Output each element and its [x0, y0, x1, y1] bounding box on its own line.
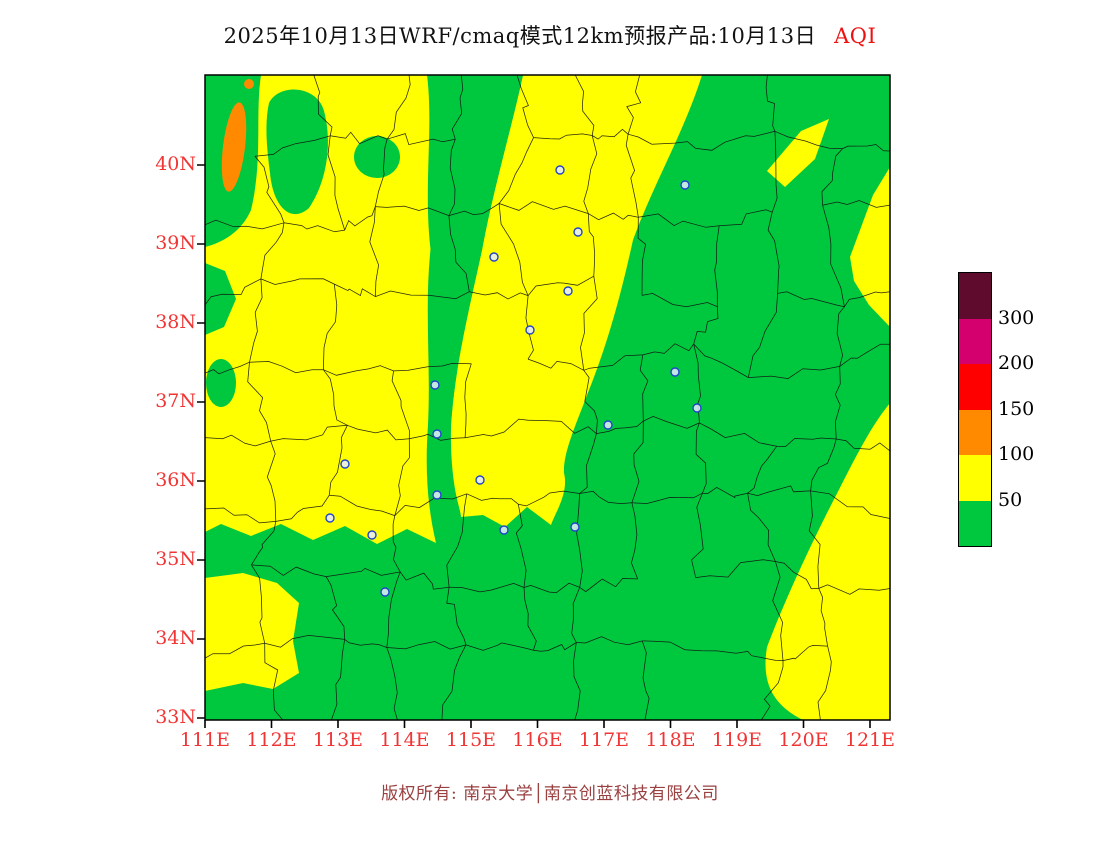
lon-label: 118E [645, 729, 695, 751]
city-marker [555, 165, 565, 175]
legend-tick-label: 50 [998, 489, 1023, 511]
map-canvas: 40N 39N 38N 37N 36N 35N 34N 33N 111E 112… [155, 74, 895, 751]
legend-band-aqi-under-50 [959, 500, 991, 546]
aqi-color-legend [958, 272, 992, 547]
lon-label: 119E [712, 729, 762, 751]
legend-band-aqi-100-150 [959, 409, 991, 455]
lon-label: 120E [778, 729, 828, 751]
city-marker [340, 459, 350, 469]
aqi-green-band-central [426, 75, 523, 543]
city-marker [475, 475, 485, 485]
city-markers-group [325, 165, 702, 597]
city-marker [499, 525, 509, 535]
aqi-yellow-region-southeast [765, 403, 890, 720]
city-marker [325, 513, 335, 523]
legend-tick-label: 200 [998, 352, 1035, 374]
city-marker [432, 429, 442, 439]
aqi-yellow-region-southwest [205, 573, 299, 691]
city-marker [367, 530, 377, 540]
aqi-green-patch-north [266, 89, 328, 215]
aqi-yellow-streak-1 [767, 119, 829, 187]
lon-label: 113E [313, 729, 363, 751]
lon-label: 116E [512, 729, 562, 751]
legend-band-aqi-over-300 [959, 273, 991, 319]
aqi-yellow-region-central [450, 75, 702, 527]
legend-band-aqi-50-100 [959, 455, 991, 501]
aqi-green-patch-small [354, 136, 400, 178]
city-marker [525, 325, 535, 335]
lat-label: 37N [155, 390, 196, 412]
city-marker [573, 227, 583, 237]
city-marker [432, 490, 442, 500]
county-boundaries [205, 75, 890, 720]
legend-band-aqi-150-200 [959, 364, 991, 410]
city-marker [692, 403, 702, 413]
legend-tick-label: 100 [998, 443, 1035, 465]
city-marker [430, 380, 440, 390]
lon-label: 114E [379, 729, 429, 751]
city-marker [603, 420, 613, 430]
city-marker [670, 367, 680, 377]
lon-label: 121E [845, 729, 895, 751]
city-marker [489, 252, 499, 262]
city-marker [380, 587, 390, 597]
lon-label: 112E [246, 729, 296, 751]
lat-ticks [197, 164, 205, 719]
copyright-footer: 版权所有: 南京大学│南京创蓝科技有限公司 [381, 784, 719, 804]
lat-label: 39N [155, 232, 196, 254]
legend-tick-label: 300 [998, 307, 1035, 329]
aqi-orange-spot-1 [221, 102, 247, 192]
legend-band-aqi-200-300 [959, 318, 991, 364]
lon-label: 115E [446, 729, 496, 751]
legend-tick-label: 150 [998, 398, 1035, 420]
lat-label: 35N [155, 548, 196, 570]
aqi-green-patch-west-edge [205, 263, 236, 335]
lat-label: 40N [155, 153, 196, 175]
lon-ticks [204, 720, 871, 728]
lat-label: 36N [155, 469, 196, 491]
lat-label: 38N [155, 311, 196, 333]
aqi-label: AQI [834, 24, 877, 48]
lon-label: 117E [579, 729, 629, 751]
figure-title: 2025年10月13日WRF/cmaq模式12km预报产品:10月13日 AQI [150, 20, 950, 50]
aqi-green-patch-west-small [206, 359, 236, 407]
aqi-orange-spot-2 [244, 79, 254, 89]
lat-label: 34N [155, 627, 196, 649]
city-marker [680, 180, 690, 190]
lat-label: 33N [155, 706, 196, 728]
map-frame [204, 74, 891, 721]
city-marker [570, 522, 580, 532]
city-marker [563, 286, 573, 296]
lon-label: 111E [180, 729, 230, 751]
figure-title-text: 2025年10月13日WRF/cmaq模式12km预报产品:10月13日 [223, 24, 817, 48]
